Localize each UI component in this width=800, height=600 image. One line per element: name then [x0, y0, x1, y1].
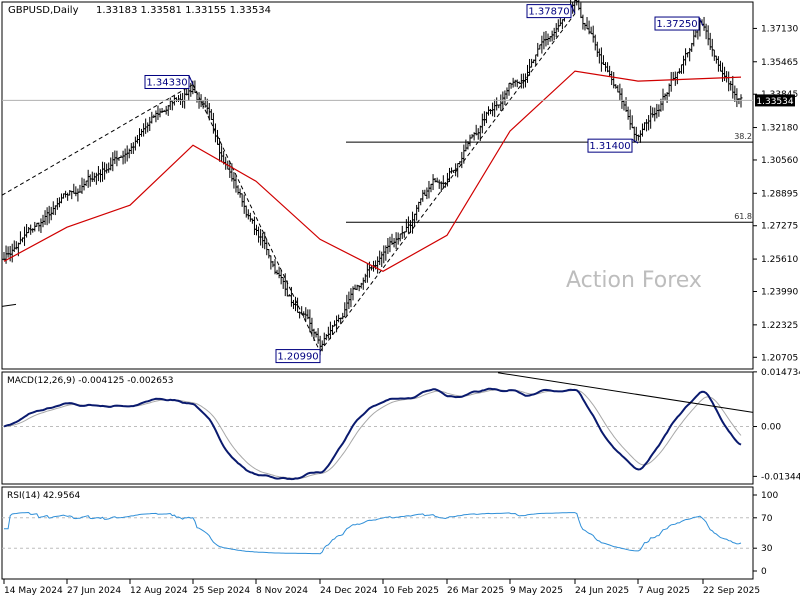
time-tick-label: 25 Sep 2024 — [193, 586, 250, 596]
macd-title: MACD(12,26,9) -0.004125 -0.002653 — [7, 376, 173, 386]
macd-trend-line — [497, 372, 754, 413]
trend-line — [1, 303, 17, 307]
rsi-line — [4, 511, 742, 555]
macd-tick-label: -0.013442 — [761, 472, 800, 482]
current-price-text: 1.33534 — [756, 97, 793, 107]
macd-axis: 0.014734 0.00 -0.013442 — [2, 368, 800, 482]
price-tick-label: 1.25610 — [761, 255, 798, 265]
price-label-connector — [698, 16, 704, 27]
price-label-box — [654, 16, 700, 31]
rsi-tick-label: 30 — [761, 544, 773, 554]
price-label: 1.31400 — [587, 138, 639, 153]
time-tick-label: 22 Sep 2025 — [703, 586, 760, 596]
fib-label: 38.2 — [734, 132, 752, 141]
time-axis: 14 May 2024 27 Jun 2024 12 Aug 2024 25 Sep … — [3, 579, 760, 596]
price-label-box — [587, 138, 633, 153]
rsi-tick-label: 100 — [761, 491, 778, 501]
price-label-box — [275, 349, 321, 364]
rsi-tick-label: 0 — [761, 567, 767, 577]
price-tick-label: 1.35465 — [761, 58, 798, 68]
time-tick-label: 24 Dec 2024 — [320, 586, 378, 596]
macd-panel[interactable] — [1, 371, 754, 485]
current-price-tag — [755, 94, 795, 107]
rsi-line — [4, 511, 742, 555]
price-panel[interactable] — [1, 1, 754, 370]
fib-label: 61.8 — [734, 212, 752, 221]
ohlc-readout: 1.33183 1.33581 1.33155 1.33534 — [96, 5, 271, 16]
macd-tick-label: 0.00 — [761, 423, 781, 433]
symbol-timeframe: GBPUSD,Daily — [8, 5, 79, 16]
price-label: 1.20990 — [275, 349, 321, 364]
price-label-box — [526, 4, 572, 19]
fibonacci-levels: 38.2 61.8 — [346, 132, 753, 223]
price-tick-label: 1.20705 — [761, 353, 798, 363]
price-label-connector — [188, 75, 194, 85]
current-price: 1.33534 — [2, 94, 795, 107]
time-tick-label: 24 Jun 2025 — [575, 586, 629, 596]
price-label-box — [144, 74, 190, 89]
rsi-tick-label: 70 — [761, 514, 773, 524]
price-label-connector — [631, 138, 639, 144]
macd-tick-label: 0.014734 — [761, 368, 800, 378]
price-labels: 1.34330 1.20990 1.37870 1.37250 1.31400 — [144, 4, 704, 364]
rsi-title: RSI(14) 42.9564 — [7, 491, 80, 501]
price-axis: 1.371301.354651.338451.321801.305601.288… — [753, 24, 798, 363]
moving-average-line — [3, 70, 742, 272]
time-tick-label: 8 Nov 2024 — [256, 586, 308, 596]
price-label: 1.34330 — [144, 74, 194, 89]
price-label-text: 1.37250 — [656, 19, 697, 30]
macd-lines — [3, 372, 754, 481]
price-label-text: 1.20990 — [277, 352, 318, 363]
price-tick-label: 1.22325 — [761, 321, 798, 331]
trend-line — [1, 84, 194, 196]
macd-line — [3, 387, 742, 481]
watermark: Action Forex — [566, 268, 702, 293]
moving-average — [3, 70, 742, 272]
price-label-text: 1.31400 — [589, 141, 630, 152]
price-tick-label: 1.23990 — [761, 288, 798, 298]
time-tick-label: 10 Feb 2025 — [383, 586, 439, 596]
price-tick-label: 1.28895 — [761, 189, 798, 199]
price-label-connector — [570, 4, 576, 14]
price-tick-label: 1.27275 — [761, 222, 798, 232]
price-tick-label: 1.37130 — [761, 24, 798, 34]
price-label: 1.37250 — [654, 16, 704, 31]
rsi-panel[interactable] — [1, 486, 754, 580]
price-tick-label: 1.32180 — [761, 124, 798, 134]
time-tick-label: 27 Jun 2024 — [67, 586, 121, 596]
time-tick-label: 12 Aug 2024 — [130, 586, 188, 596]
price-label: 1.37870 — [526, 4, 576, 19]
rsi-axis: 100 70 30 0 — [2, 491, 778, 577]
time-tick-label: 14 May 2024 — [4, 586, 63, 596]
time-tick-label: 26 Mar 2025 — [447, 586, 504, 596]
price-label-text: 1.37870 — [528, 7, 569, 18]
time-tick-label: 7 Aug 2025 — [638, 586, 690, 596]
price-label-text: 1.34330 — [146, 77, 187, 88]
price-tick-label: 1.30560 — [761, 156, 798, 166]
time-tick-label: 9 May 2025 — [510, 586, 563, 596]
